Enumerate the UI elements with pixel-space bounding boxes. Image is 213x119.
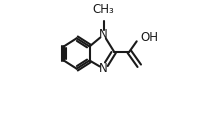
Text: N: N — [99, 28, 108, 41]
Text: CH₃: CH₃ — [93, 3, 114, 16]
Text: N: N — [99, 62, 108, 75]
Text: OH: OH — [140, 31, 158, 44]
